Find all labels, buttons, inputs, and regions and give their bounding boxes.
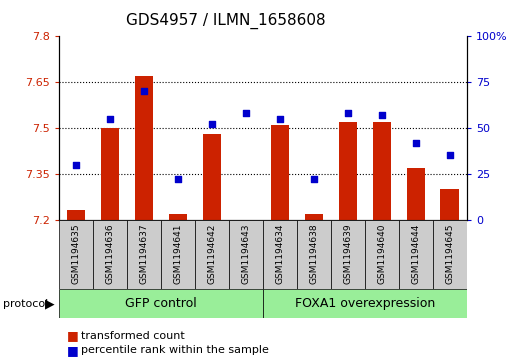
FancyBboxPatch shape (365, 220, 399, 289)
Bar (441, 189, 459, 220)
Bar (339, 122, 357, 220)
Text: GSM1194644: GSM1194644 (411, 224, 420, 284)
Text: GSM1194634: GSM1194634 (275, 224, 284, 284)
Bar (101, 128, 120, 220)
Bar (372, 122, 391, 220)
Point (276, 116, 284, 122)
FancyBboxPatch shape (195, 220, 229, 289)
Text: GSM1194638: GSM1194638 (309, 224, 319, 285)
Point (208, 121, 216, 127)
Point (412, 140, 420, 146)
Point (446, 152, 454, 158)
Point (310, 176, 318, 182)
Text: GSM1194640: GSM1194640 (378, 224, 386, 284)
Text: GSM1194636: GSM1194636 (106, 224, 114, 285)
Text: GDS4957 / ILMN_1658608: GDS4957 / ILMN_1658608 (126, 13, 326, 29)
Bar (134, 76, 153, 220)
Text: percentile rank within the sample: percentile rank within the sample (81, 345, 269, 355)
Bar (67, 211, 85, 220)
FancyBboxPatch shape (93, 220, 127, 289)
Text: GSM1194635: GSM1194635 (71, 224, 81, 285)
FancyBboxPatch shape (331, 220, 365, 289)
FancyBboxPatch shape (263, 220, 297, 289)
Text: FOXA1 overexpression: FOXA1 overexpression (295, 297, 435, 310)
Point (378, 112, 386, 118)
Text: GSM1194643: GSM1194643 (242, 224, 250, 284)
FancyBboxPatch shape (229, 220, 263, 289)
Text: transformed count: transformed count (81, 331, 185, 341)
FancyBboxPatch shape (433, 220, 467, 289)
Text: protocol: protocol (3, 299, 48, 309)
FancyBboxPatch shape (399, 220, 433, 289)
Point (174, 176, 182, 182)
FancyBboxPatch shape (297, 220, 331, 289)
FancyBboxPatch shape (263, 289, 467, 318)
FancyBboxPatch shape (59, 289, 263, 318)
Text: GSM1194641: GSM1194641 (173, 224, 183, 284)
Point (72, 162, 80, 168)
Text: GSM1194637: GSM1194637 (140, 224, 148, 285)
Bar (305, 213, 323, 220)
Point (242, 110, 250, 116)
Text: ■: ■ (67, 344, 78, 357)
Bar (169, 213, 187, 220)
Point (344, 110, 352, 116)
Text: GSM1194645: GSM1194645 (445, 224, 455, 284)
Bar (406, 168, 425, 220)
Text: ■: ■ (67, 329, 78, 342)
Text: GFP control: GFP control (125, 297, 197, 310)
Text: GSM1194642: GSM1194642 (207, 224, 216, 284)
Text: ▶: ▶ (46, 297, 55, 310)
Bar (203, 134, 221, 220)
FancyBboxPatch shape (59, 220, 93, 289)
Point (140, 88, 148, 94)
Point (106, 116, 114, 122)
Text: GSM1194639: GSM1194639 (343, 224, 352, 285)
FancyBboxPatch shape (127, 220, 161, 289)
FancyBboxPatch shape (161, 220, 195, 289)
Bar (270, 125, 289, 220)
